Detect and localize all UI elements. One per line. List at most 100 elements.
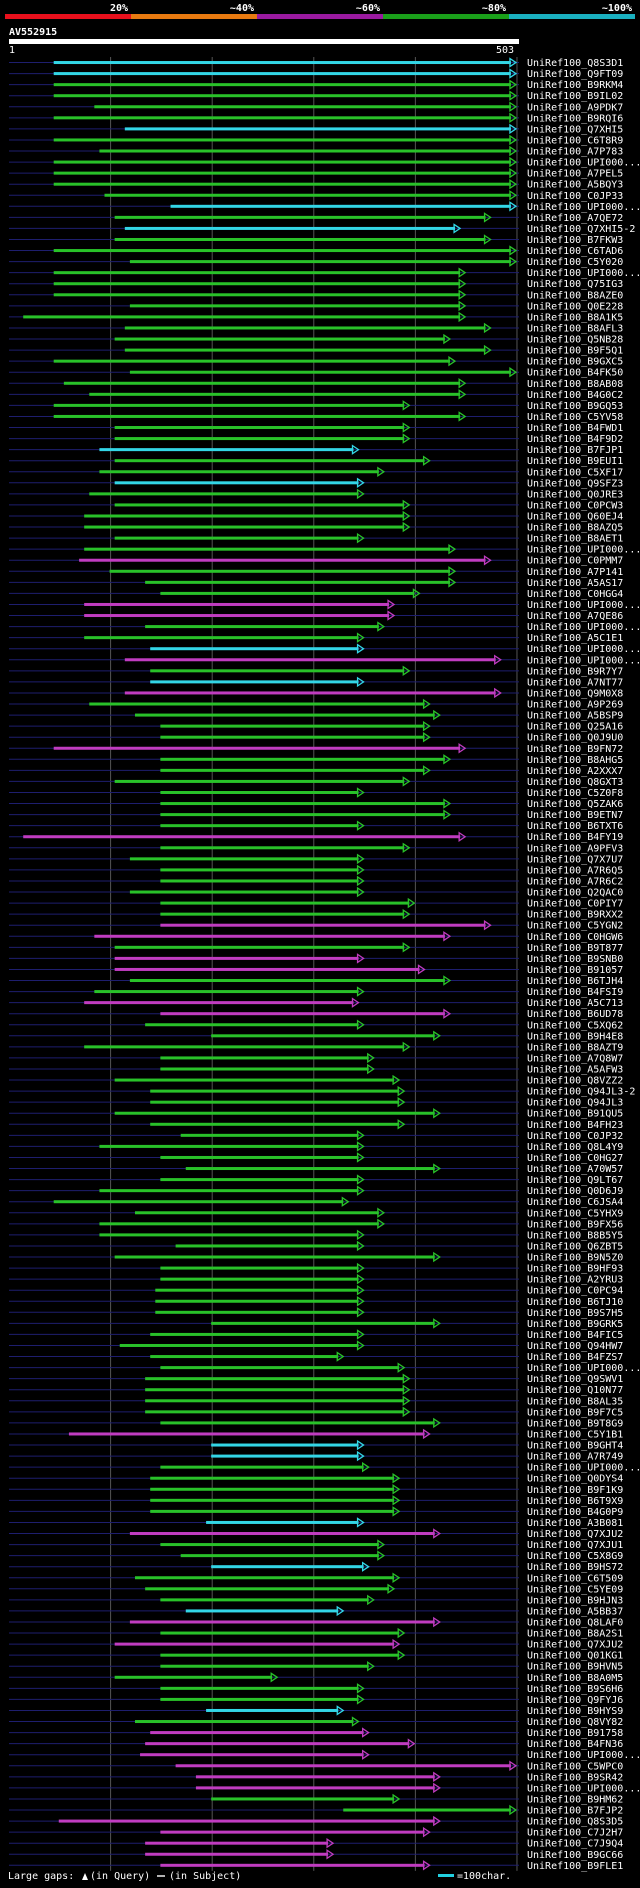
hit-label[interactable]: UniRef100_B8AZT9: [527, 1042, 623, 1053]
hit-bar[interactable]: [114, 337, 445, 341]
hit-label[interactable]: UniRef100_UPI000...: [527, 545, 640, 556]
hit-label[interactable]: UniRef100_Q94JL3-2: [527, 1087, 635, 1098]
hit-label[interactable]: UniRef100_B9S6H6: [527, 1684, 623, 1695]
hit-bar[interactable]: [150, 1487, 395, 1491]
hit-bar[interactable]: [160, 1421, 435, 1425]
hit-bar[interactable]: [129, 890, 359, 894]
hit-bar[interactable]: [114, 1111, 435, 1115]
hit-bar[interactable]: [89, 392, 461, 396]
hit-label[interactable]: UniRef100_B9FN72: [527, 744, 623, 755]
hit-bar[interactable]: [150, 1089, 400, 1093]
hit-bar[interactable]: [114, 426, 405, 430]
hit-label[interactable]: UniRef100_B9GQ53: [527, 401, 623, 412]
hit-bar[interactable]: [84, 547, 450, 551]
hit-label[interactable]: UniRef100_B4FWD1: [527, 423, 623, 434]
hit-label[interactable]: UniRef100_C0JP32: [527, 1131, 623, 1142]
hit-label[interactable]: UniRef100_B4G0C2: [527, 390, 623, 401]
hit-bar[interactable]: [114, 1255, 435, 1259]
hit-bar[interactable]: [124, 658, 496, 662]
hit-label[interactable]: UniRef100_Q8VZZ2: [527, 1076, 623, 1087]
hit-bar[interactable]: [160, 1863, 425, 1867]
hit-label[interactable]: UniRef100_B6UD78: [527, 1009, 623, 1020]
hit-label[interactable]: UniRef100_C5YHX9: [527, 1208, 623, 1219]
hit-label[interactable]: UniRef100_Q8S3D1: [527, 58, 623, 69]
hit-bar[interactable]: [160, 802, 445, 806]
hit-label[interactable]: UniRef100_C5YGN2: [527, 921, 623, 932]
hit-bar[interactable]: [145, 625, 379, 629]
hit-label[interactable]: UniRef100_A2YRU3: [527, 1275, 623, 1286]
hit-label[interactable]: UniRef100_A5AFW3: [527, 1064, 623, 1075]
hit-bar[interactable]: [53, 182, 511, 186]
hit-bar[interactable]: [114, 481, 359, 485]
hit-bar[interactable]: [124, 348, 486, 352]
hit-label[interactable]: UniRef100_A7QE86: [527, 611, 623, 622]
hit-label[interactable]: UniRef100_B9S7H5: [527, 1308, 623, 1319]
hit-bar[interactable]: [160, 923, 486, 927]
hit-label[interactable]: UniRef100_B8AHG5: [527, 755, 623, 766]
hit-label[interactable]: UniRef100_Q60EJ4: [527, 511, 623, 522]
hit-label[interactable]: UniRef100_Q0J9U0: [527, 733, 623, 744]
hit-bar[interactable]: [134, 713, 435, 717]
hit-label[interactable]: UniRef100_B9N5Z0: [527, 1253, 623, 1264]
hit-bar[interactable]: [84, 602, 390, 606]
hit-label[interactable]: UniRef100_Q8L4Y9: [527, 1142, 623, 1153]
hit-label[interactable]: UniRef100_A7NT77: [527, 677, 623, 688]
hit-bar[interactable]: [63, 381, 461, 385]
hit-bar[interactable]: [99, 470, 379, 474]
hit-bar[interactable]: [150, 1355, 339, 1359]
hit-bar[interactable]: [150, 1498, 395, 1502]
hit-bar[interactable]: [124, 226, 456, 230]
hit-bar[interactable]: [145, 1377, 405, 1381]
hit-bar[interactable]: [23, 835, 461, 839]
hit-bar[interactable]: [160, 1277, 359, 1281]
hit-bar[interactable]: [114, 237, 486, 241]
hit-bar[interactable]: [53, 293, 461, 297]
hit-label[interactable]: UniRef100_A3B081: [527, 1518, 623, 1529]
hit-label[interactable]: UniRef100_Q0D6J9: [527, 1186, 623, 1197]
hit-label[interactable]: UniRef100_B9T877: [527, 943, 623, 954]
hit-bar[interactable]: [160, 1067, 369, 1071]
hit-bar[interactable]: [150, 1100, 400, 1104]
hit-label[interactable]: UniRef100_C0JP33: [527, 191, 623, 202]
hit-bar[interactable]: [89, 492, 359, 496]
hit-bar[interactable]: [53, 160, 511, 164]
hit-bar[interactable]: [134, 1211, 379, 1215]
hit-label[interactable]: UniRef100_A5AS17: [527, 578, 623, 589]
hit-label[interactable]: UniRef100_B9HVN5: [527, 1662, 623, 1673]
hit-bar[interactable]: [175, 1244, 359, 1248]
hit-bar[interactable]: [114, 1642, 395, 1646]
hit-bar[interactable]: [53, 138, 511, 142]
hit-label[interactable]: UniRef100_UPI000...: [527, 268, 640, 279]
hit-bar[interactable]: [109, 569, 450, 573]
hit-label[interactable]: UniRef100_B91758: [527, 1728, 623, 1739]
hit-label[interactable]: UniRef100_C0PCW3: [527, 500, 623, 511]
hit-label[interactable]: UniRef100_B8A0M5: [527, 1673, 623, 1684]
hit-label[interactable]: UniRef100_B8AB08: [527, 379, 623, 390]
hit-bar[interactable]: [129, 260, 511, 264]
hit-label[interactable]: UniRef100_A5BSP9: [527, 711, 623, 722]
hit-bar[interactable]: [129, 304, 461, 308]
hit-label[interactable]: UniRef100_B8AET1: [527, 534, 623, 545]
hit-label[interactable]: UniRef100_C6T509: [527, 1573, 623, 1584]
hit-label[interactable]: UniRef100_A5BQY3: [527, 180, 623, 191]
hit-bar[interactable]: [160, 901, 410, 905]
hit-bar[interactable]: [68, 1432, 425, 1436]
hit-label[interactable]: UniRef100_A70W57: [527, 1164, 623, 1175]
hit-label[interactable]: UniRef100_B9FLE1: [527, 1861, 623, 1872]
hit-bar[interactable]: [211, 1454, 359, 1458]
hit-bar[interactable]: [145, 1587, 390, 1591]
hit-label[interactable]: UniRef100_Q0JRE3: [527, 489, 623, 500]
hit-bar[interactable]: [150, 1476, 395, 1480]
hit-bar[interactable]: [134, 1720, 354, 1724]
hit-bar[interactable]: [180, 1133, 359, 1137]
hit-bar[interactable]: [180, 1554, 379, 1558]
hit-label[interactable]: UniRef100_B8AFL3: [527, 323, 623, 334]
hit-bar[interactable]: [114, 536, 359, 540]
hit-bar[interactable]: [53, 72, 511, 76]
hit-label[interactable]: UniRef100_B9RXX2: [527, 910, 623, 921]
hit-label[interactable]: UniRef100_B8A2S1: [527, 1629, 623, 1640]
hit-label[interactable]: UniRef100_B8A1K5: [527, 312, 623, 323]
hit-bar[interactable]: [211, 1565, 364, 1569]
hit-label[interactable]: UniRef100_B4G0P9: [527, 1507, 623, 1518]
hit-label[interactable]: UniRef100_UPI000...: [527, 158, 640, 169]
